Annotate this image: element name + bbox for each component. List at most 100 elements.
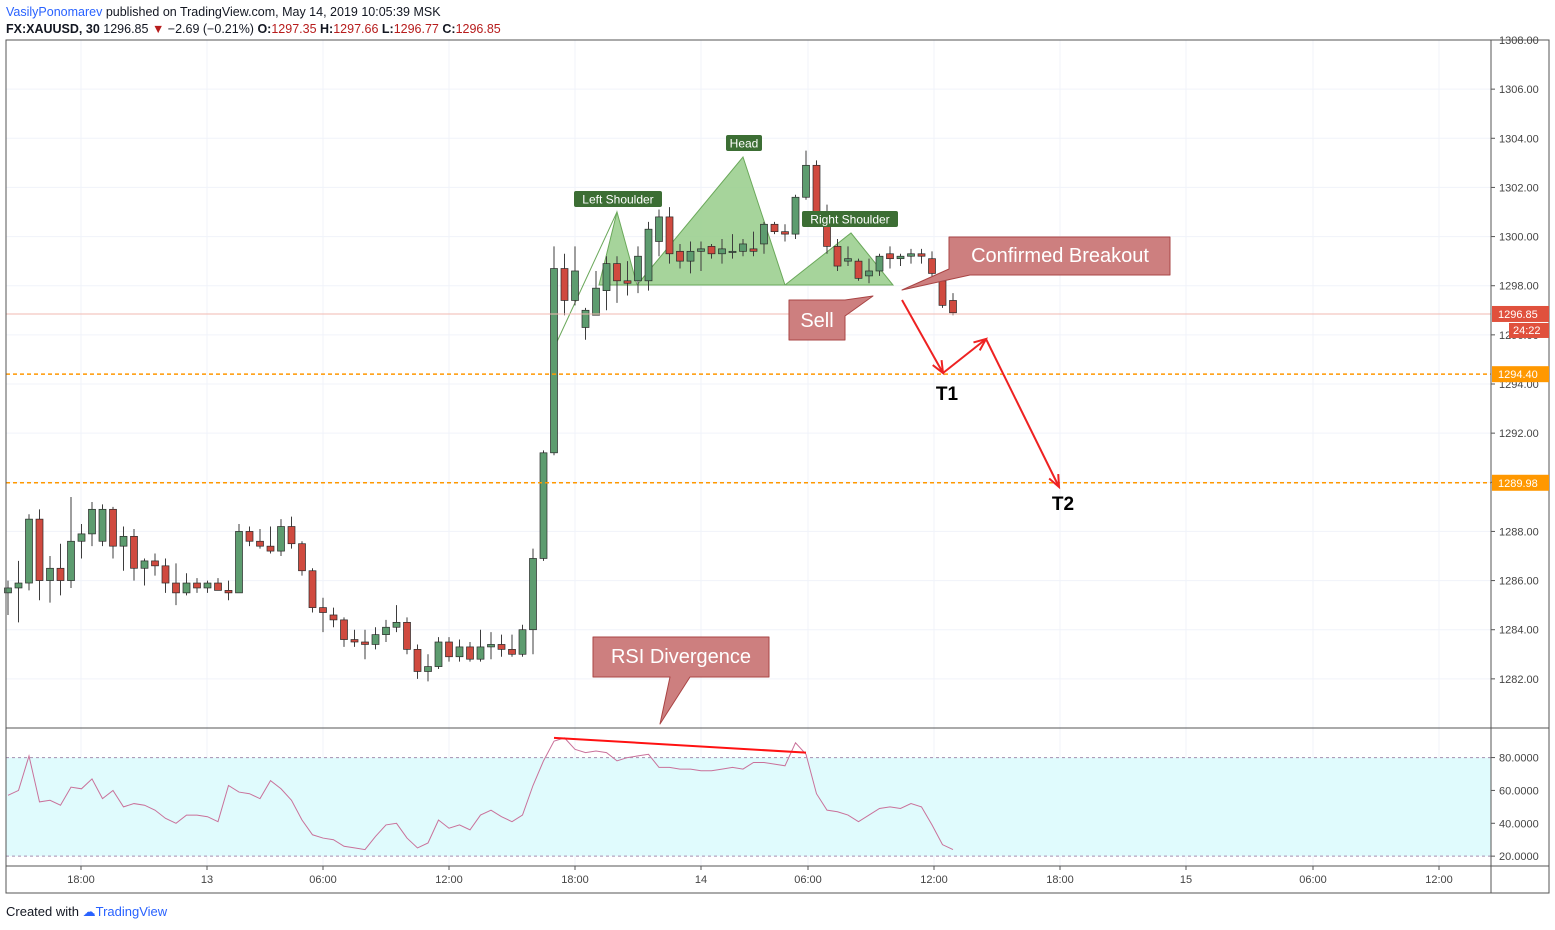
breakout-callout: Confirmed Breakout (971, 245, 1149, 267)
open-label: O: (257, 22, 272, 36)
low-label: L: (381, 22, 394, 36)
candle-body (581, 309, 590, 328)
badge-t1: 1294.40 (1498, 369, 1538, 381)
tradingview-brand[interactable]: TradingView (95, 904, 168, 919)
candle-body (634, 255, 642, 282)
candle-body (928, 258, 936, 274)
candle-body (487, 644, 495, 648)
candle-body (109, 508, 117, 547)
candle-body (214, 582, 222, 591)
candle-body (812, 164, 821, 215)
candle-body (224, 590, 233, 594)
candle-body (550, 268, 558, 454)
candle-body (319, 607, 327, 613)
candle-body (25, 518, 33, 584)
badge-t2: 1289.98 (1498, 478, 1538, 490)
candle-body (802, 164, 810, 198)
candle-body (718, 248, 726, 255)
price-tick-label: 1302.00 (1499, 182, 1539, 194)
candle-body (875, 255, 884, 272)
t2-label: T2 (1052, 494, 1074, 515)
rsi-tick-label: 60.0000 (1499, 785, 1539, 797)
candle-body (907, 253, 915, 257)
left-shoulder-label-bg (574, 191, 662, 207)
candle-body (844, 258, 852, 262)
author-link[interactable]: VasilyPonomarev (6, 5, 103, 19)
time-tick-label: 14 (695, 874, 707, 886)
candle-body (497, 644, 506, 650)
candle-body (340, 619, 348, 640)
candle-body (529, 558, 537, 631)
candle-body (560, 268, 569, 301)
candle-body (308, 570, 317, 608)
candle-body (88, 508, 96, 535)
last-price: 1296.85 (103, 22, 149, 36)
high-value: 1297.66 (333, 22, 379, 36)
time-tick-label: 06:00 (1299, 874, 1327, 886)
candles (4, 150, 957, 682)
right-shoulder-label: Right Shoulder (810, 212, 889, 226)
candle-body (151, 560, 159, 567)
candle-body (676, 250, 684, 262)
right-shoulder-label-bg (802, 211, 898, 227)
candle-body (938, 280, 947, 306)
time-tick-label: 12:00 (435, 874, 463, 886)
candle-body (193, 582, 201, 589)
candle-body (508, 649, 516, 655)
candle-body (613, 263, 621, 282)
candle-body (697, 248, 705, 252)
head-label-bg (726, 135, 762, 151)
candle-body (665, 216, 674, 255)
sell-callout-bubble (788, 295, 874, 341)
candle-body (382, 626, 390, 635)
price-tick-label: 1286.00 (1499, 576, 1539, 588)
rsi-divergence-line (553, 736, 807, 754)
t1-label: T1 (936, 384, 959, 405)
close-value: 1296.85 (455, 22, 501, 36)
candle-body (119, 535, 128, 547)
time-tick-label: 18:00 (561, 874, 589, 886)
rsi-tick-label: 40.0000 (1499, 818, 1539, 830)
candle-body (592, 287, 600, 316)
candle-body (749, 248, 758, 252)
candle-body (707, 246, 716, 255)
annotations: Left Shoulder Head Right Shoulder Confirmed… (574, 135, 1171, 725)
candle-body (770, 223, 779, 233)
price-tick-label: 1304.00 (1499, 133, 1539, 145)
outer-frame (5, 39, 1550, 894)
projection-arrow-segment (901, 299, 944, 374)
ohlc-legend: FX:XAUUSD, 30 1296.85 ▼ −2.69 (−0.21%) O… (6, 22, 501, 36)
arrow-head (1048, 473, 1061, 490)
rsi-tick-label: 20.0000 (1499, 851, 1539, 863)
candle-body (350, 639, 359, 643)
chart-header-title: VasilyPonomarev published on TradingView… (6, 5, 441, 19)
candle-body (140, 560, 149, 569)
candle-body (917, 253, 926, 257)
candle-body (14, 582, 23, 589)
badge-current-price: 1296.85 (1498, 309, 1538, 321)
price-tick-label: 1284.00 (1499, 625, 1539, 637)
candle-body (161, 565, 170, 584)
axes: 1282.001284.001286.001288.001290.001292.… (67, 35, 1549, 886)
candle-body (739, 243, 747, 252)
footer: Created with ☁TradingView (6, 904, 167, 920)
rsi-line (7, 737, 954, 851)
candle-body (476, 646, 485, 660)
candle-body (886, 253, 894, 260)
candle-body (602, 263, 611, 291)
created-with-text: Created with (6, 904, 79, 919)
candle-body (644, 228, 653, 282)
change-text: −2.69 (−0.21%) (167, 22, 254, 36)
candle-body (623, 280, 632, 284)
price-tick-label: 1282.00 (1499, 674, 1539, 686)
candle-body (67, 540, 75, 581)
price-tick-label: 1300.00 (1499, 232, 1539, 244)
symbol-label: FX:XAUUSD, 30 (6, 22, 100, 36)
candle-body (413, 649, 422, 672)
candle-body (686, 250, 695, 262)
candle-body (172, 582, 180, 594)
down-triangle-icon: ▼ (151, 22, 165, 36)
candle-body (46, 567, 54, 581)
chart-frame (5, 39, 1550, 894)
